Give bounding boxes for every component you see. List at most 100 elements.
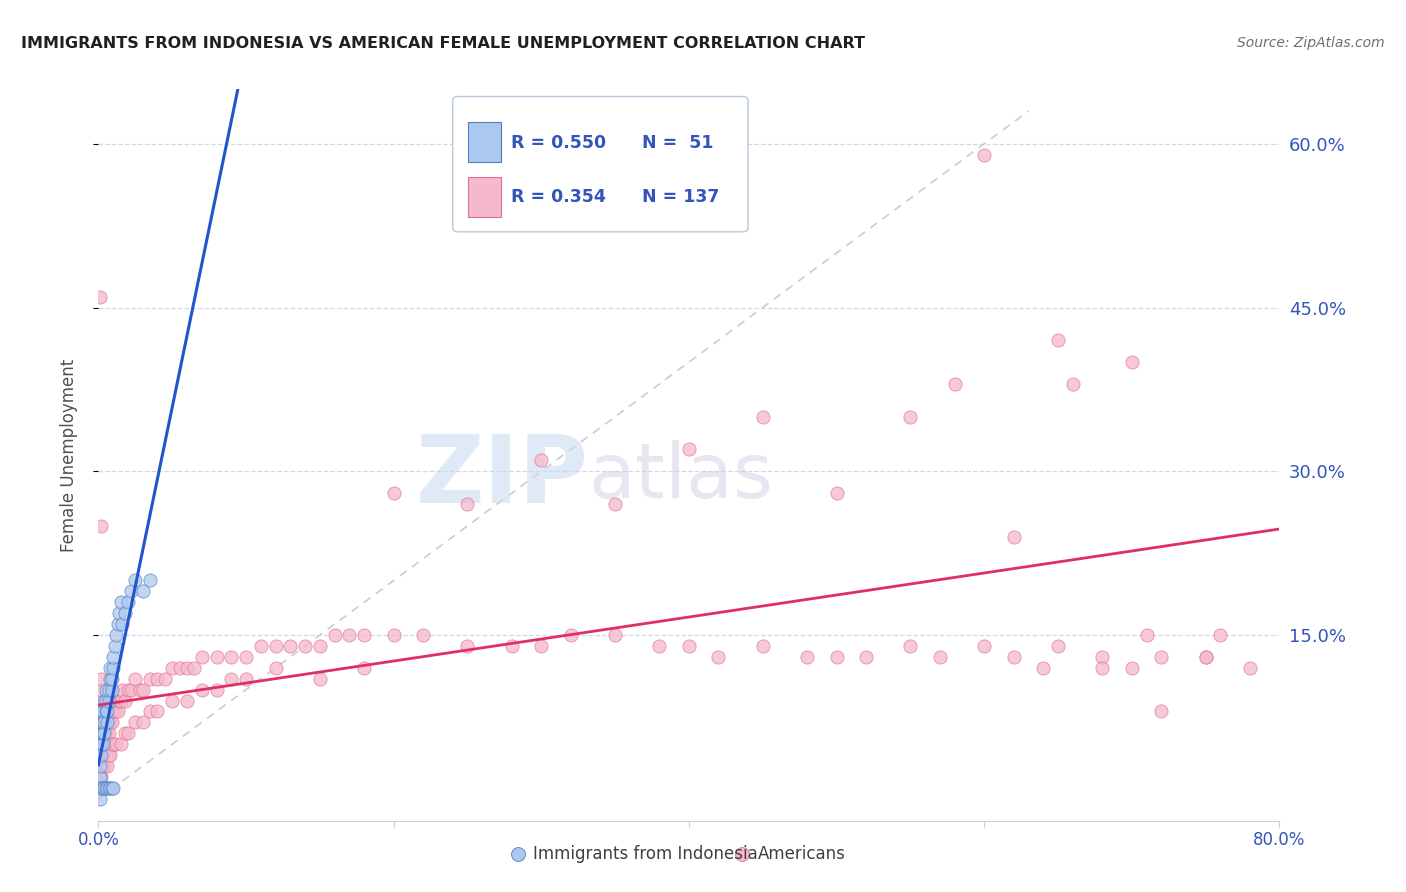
Point <box>1195 649 1218 664</box>
Point <box>110 693 132 707</box>
Point <box>94 780 117 795</box>
Point <box>530 453 553 467</box>
Point <box>973 147 995 161</box>
Text: N = 137: N = 137 <box>641 188 718 206</box>
Point <box>90 693 112 707</box>
Point <box>457 639 479 653</box>
Point <box>235 649 257 664</box>
Point <box>353 661 375 675</box>
Point <box>825 649 848 664</box>
Text: ZIP: ZIP <box>416 431 589 523</box>
Point <box>90 737 112 751</box>
Point <box>110 595 132 609</box>
Point <box>264 661 287 675</box>
Point <box>91 737 114 751</box>
Point <box>105 693 128 707</box>
Point <box>1121 661 1143 675</box>
Point <box>98 780 121 795</box>
Point <box>339 628 361 642</box>
Point <box>1062 376 1084 391</box>
Point <box>100 715 122 730</box>
Point <box>560 628 582 642</box>
Point <box>162 661 183 675</box>
Point <box>97 748 120 763</box>
Point <box>94 705 117 719</box>
Point <box>89 792 111 806</box>
Point <box>98 715 121 730</box>
Point <box>1195 649 1218 664</box>
Point <box>93 780 115 795</box>
Point <box>94 715 117 730</box>
Point <box>943 376 966 391</box>
Text: N =  51: N = 51 <box>641 134 713 152</box>
Point <box>91 748 114 763</box>
Point <box>382 628 405 642</box>
Point <box>96 759 118 773</box>
Point <box>90 519 112 533</box>
Text: Americans: Americans <box>758 845 845 863</box>
Point <box>103 737 125 751</box>
Point <box>1209 628 1232 642</box>
Point <box>90 682 112 697</box>
Point <box>94 705 117 719</box>
Point <box>353 628 375 642</box>
Point <box>139 705 162 719</box>
Text: Immigrants from Indonesia: Immigrants from Indonesia <box>533 845 758 863</box>
Point <box>103 780 125 795</box>
Point <box>90 770 112 784</box>
Point <box>97 780 120 795</box>
Point <box>114 606 136 620</box>
Point <box>91 748 114 763</box>
Point <box>1046 639 1070 653</box>
Point <box>1032 661 1054 675</box>
Point <box>280 639 302 653</box>
Point <box>105 628 128 642</box>
Point <box>93 693 115 707</box>
Point <box>100 780 122 795</box>
Point <box>90 672 112 686</box>
Point <box>90 726 112 740</box>
Point <box>90 705 112 719</box>
Point <box>96 705 118 719</box>
Text: R = 0.550: R = 0.550 <box>510 134 606 152</box>
Point <box>91 780 114 795</box>
Point <box>105 737 128 751</box>
Point <box>94 682 117 697</box>
Point <box>183 661 205 675</box>
Point <box>90 780 112 795</box>
Point <box>605 628 627 642</box>
Point <box>103 649 125 664</box>
FancyBboxPatch shape <box>453 96 748 232</box>
Point <box>900 639 922 653</box>
Point <box>89 770 111 784</box>
Point <box>89 290 111 304</box>
Point <box>90 715 112 730</box>
Text: IMMIGRANTS FROM INDONESIA VS AMERICAN FEMALE UNEMPLOYMENT CORRELATION CHART: IMMIGRANTS FROM INDONESIA VS AMERICAN FE… <box>21 36 865 51</box>
Point <box>89 759 111 773</box>
Point <box>91 726 114 740</box>
Point <box>132 584 155 599</box>
Text: atlas: atlas <box>589 440 773 514</box>
Point <box>1046 333 1070 347</box>
Point <box>1121 355 1143 369</box>
Point <box>97 693 120 707</box>
Point <box>191 649 214 664</box>
Point <box>100 682 122 697</box>
Point <box>96 780 118 795</box>
Point <box>678 442 700 457</box>
Point <box>1239 661 1261 675</box>
Point <box>96 715 118 730</box>
Point <box>91 759 114 773</box>
Point <box>124 574 146 588</box>
Point <box>1091 661 1114 675</box>
Point <box>91 726 114 740</box>
Point <box>153 672 176 686</box>
Point <box>91 705 114 719</box>
Point <box>530 639 553 653</box>
Point <box>412 628 434 642</box>
Point <box>108 693 131 707</box>
Point <box>146 672 169 686</box>
Point <box>221 672 243 686</box>
Point <box>89 780 111 795</box>
Point <box>891 841 914 855</box>
